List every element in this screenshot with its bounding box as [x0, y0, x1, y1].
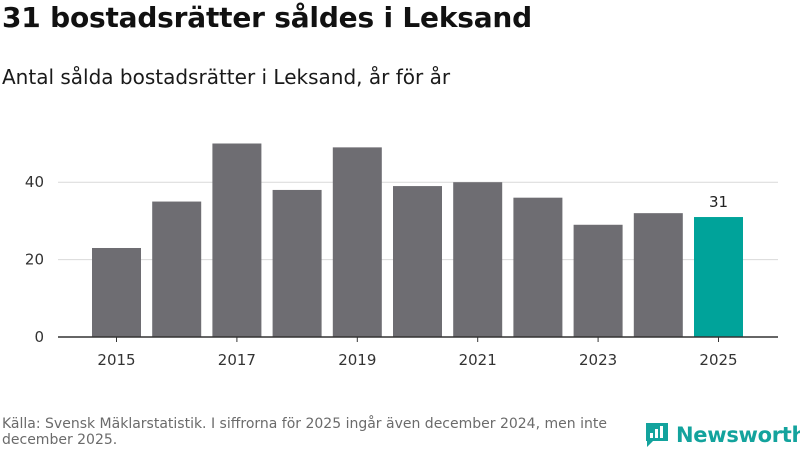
y-tick-label-40: 40 [25, 173, 44, 191]
bar-2025 [694, 217, 743, 337]
bar-2018 [272, 189, 322, 337]
x-tick-label-2021: 2021 [459, 351, 497, 369]
bar-2016 [152, 201, 202, 337]
bar-2019 [332, 147, 382, 337]
bar-2022 [513, 197, 563, 337]
bar-chart: 0 20 40 31 2015 2017 2019 2021 2023 2025 [25, 143, 778, 369]
x-tick-label-2019: 2019 [338, 351, 376, 369]
x-tick-label-2023: 2023 [579, 351, 617, 369]
chart-subtitle: Antal sålda bostadsrätter i Leksand, år … [2, 65, 451, 89]
bar-2015 [92, 247, 141, 337]
y-tick-label-20: 20 [25, 251, 44, 269]
bar-2024 [633, 213, 683, 337]
data-label-2025: 31 [709, 193, 728, 211]
y-tick-label-0: 0 [34, 328, 44, 346]
x-tick-label-2017: 2017 [218, 351, 256, 369]
brand-logo: Newsworthy [644, 419, 800, 451]
chart-title: 31 bostadsrätter såldes i Leksand [2, 1, 533, 34]
brand-name: Newsworthy [676, 423, 800, 447]
newsworthy-logo-icon [646, 423, 668, 447]
bar-2020 [393, 186, 442, 337]
x-tick-label-2025: 2025 [699, 351, 737, 369]
bar-2021 [453, 182, 503, 337]
x-tick-label-2015: 2015 [97, 351, 135, 369]
bar-2023 [573, 224, 623, 337]
source-note: Källa: Svensk Mäklarstatistik. I siffror… [2, 416, 607, 448]
bar-2017 [212, 143, 262, 337]
